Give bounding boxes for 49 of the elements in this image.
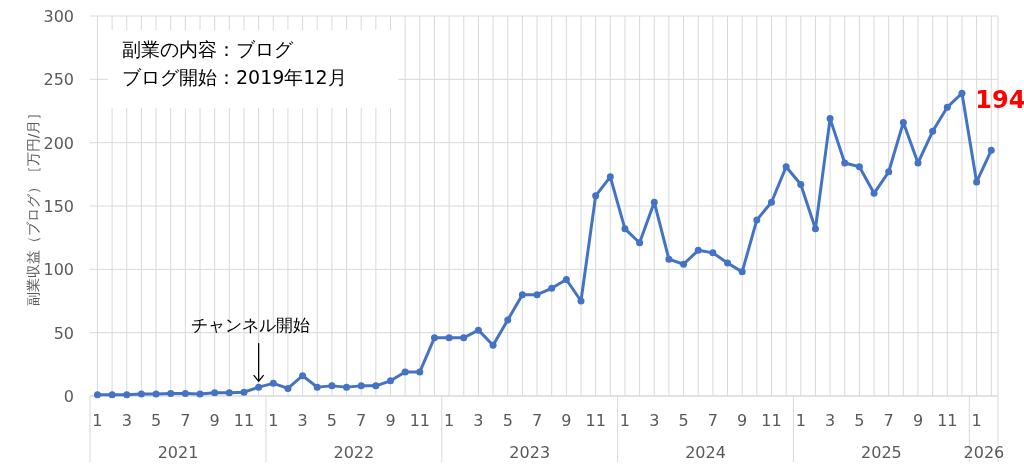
text: 2023: [509, 443, 551, 462]
x-tick-label: 7: [356, 411, 367, 430]
data-label: 194: [975, 86, 1024, 115]
x-tick-label: 11: [761, 411, 782, 430]
y-tick-label: 300: [43, 7, 74, 26]
x-tick-label: 1: [444, 411, 455, 430]
x-tick-label: 5: [502, 411, 513, 430]
y-tick-label: 0: [63, 387, 74, 406]
x-tick-label: 9: [209, 411, 220, 430]
x-tick-label: 1: [268, 411, 279, 430]
x-tick-label: 5: [678, 411, 689, 430]
x-tick-label: 5: [854, 411, 865, 430]
x-tick-label: 3: [297, 411, 308, 430]
x-tick-label: 11: [585, 411, 606, 430]
x-tick-label: 11: [233, 411, 255, 430]
x-tick-label: 3: [649, 411, 660, 430]
x-tick-label: 1: [619, 411, 631, 430]
x-tick-label: 9: [385, 411, 396, 430]
x-tick-label: 1: [795, 411, 806, 430]
annotation: チャンネル開始: [191, 315, 311, 336]
x-tick-label: 5: [326, 411, 337, 430]
x-tick-label: 7: [180, 411, 191, 430]
x-tick-label: 3: [121, 411, 132, 430]
annotation: ブログ開始：2019年12月: [122, 66, 347, 88]
x-tick-label: 3: [473, 411, 484, 430]
y-tick-label: 50: [53, 323, 74, 343]
y-axis-title: 副業収益（ブログ）［万円/月］: [25, 105, 41, 307]
x-tick-label: 7: [531, 411, 543, 430]
y-tick-label: 200: [43, 133, 74, 153]
x-tick-label: 1: [92, 411, 103, 430]
x-tick-label: 11: [409, 411, 430, 430]
x-tick-label: 7: [883, 411, 894, 430]
y-tick-label: 100: [43, 260, 74, 280]
annotation: 副業の内容：ブログ: [122, 38, 294, 60]
x-tick-label: 7: [707, 411, 718, 430]
text: 2026: [963, 443, 1005, 462]
y-tick-label: 150: [43, 197, 74, 216]
x-tick-label: 1: [971, 411, 982, 430]
text: 2022: [333, 443, 375, 462]
text: 2025: [861, 443, 902, 462]
text: 2021: [157, 443, 199, 462]
x-tick-label: 9: [737, 411, 748, 430]
y-tick-label: 250: [43, 70, 74, 90]
text: 2024: [685, 443, 726, 462]
x-tick-label: 3: [825, 411, 836, 430]
x-tick-label: 11: [937, 411, 958, 430]
x-tick-label: 9: [561, 411, 572, 430]
x-tick-label: 5: [150, 411, 162, 430]
x-tick-label: 9: [912, 411, 924, 430]
